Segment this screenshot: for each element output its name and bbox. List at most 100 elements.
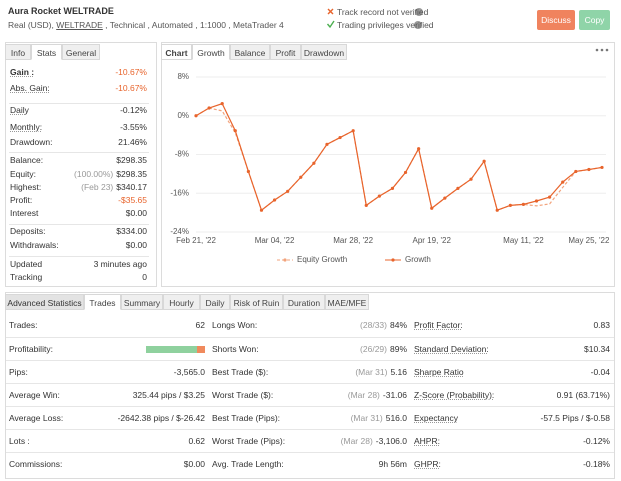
profitability-loss	[197, 346, 205, 353]
adv-row: Worst Trade (Pips): (Mar 28) -3,106.0	[212, 435, 407, 447]
x-tick-label: May 25, '22	[568, 236, 610, 245]
adv-tab[interactable]: MAE/MFE	[325, 294, 369, 310]
adv-value-group: 325.44 pips / $3.25	[133, 389, 205, 401]
stat-row: Tracking 0	[10, 271, 147, 283]
stat-label: Updated	[10, 259, 43, 269]
adv-value: 0.83	[593, 320, 610, 330]
stat-label: Profit:	[10, 195, 33, 205]
adv-tab[interactable]: Summary	[121, 294, 163, 310]
adv-value: -3,565.0	[173, 367, 205, 377]
adv-tab[interactable]: Trades	[84, 294, 121, 310]
separator	[9, 103, 149, 104]
adv-note: (Mar 31)	[355, 367, 388, 377]
x-tick-label: May 11, '22	[503, 236, 544, 245]
copy-button[interactable]: Copy	[579, 10, 610, 30]
point	[233, 129, 237, 133]
adv-value-group: -0.04	[591, 366, 610, 378]
x-tick-label: Feb 21, '22	[176, 236, 216, 245]
adv-tab[interactable]: Daily	[200, 294, 230, 310]
stat-value-group: $0.00	[126, 207, 147, 219]
legend-dot	[391, 258, 395, 262]
adv-value: 62	[195, 320, 205, 330]
broker-link[interactable]: WELTRADE	[56, 20, 103, 30]
chart-tab[interactable]: Balance	[230, 44, 270, 60]
stat-value-group: 3 minutes ago	[94, 258, 147, 270]
point	[312, 161, 316, 165]
adv-label: Worst Trade ($):	[212, 390, 274, 400]
subtitle-text: Real (USD),	[8, 20, 57, 30]
separator	[6, 452, 614, 453]
chart-tab[interactable]: Profit	[270, 44, 301, 60]
adv-value-group: -2642.38 pips / $-26.42	[118, 412, 205, 424]
adv-value-group: (Mar 31) 5.16	[355, 366, 407, 378]
profitability-bar	[146, 346, 197, 353]
stat-row: Balance: $298.35	[10, 154, 147, 166]
stat-value-group: 21.46%	[118, 136, 147, 148]
adv-label: Pips:	[9, 367, 28, 377]
adv-row: Best Trade (Pips): (Mar 31) 516.0	[212, 412, 407, 424]
adv-row: Shorts Won: (26/29) 89%	[212, 343, 407, 355]
stat-value-group: -0.12%	[120, 104, 147, 116]
separator	[9, 256, 149, 257]
stat-value: -10.67%	[115, 83, 147, 93]
point	[548, 195, 552, 199]
verification-icons	[326, 8, 423, 29]
chart-tab[interactable]: Drawdown	[301, 44, 347, 60]
point	[364, 203, 368, 207]
stat-value: $340.17	[116, 182, 147, 192]
stat-label: Interest	[10, 208, 39, 218]
stat-value: 3 minutes ago	[93, 259, 147, 269]
stat-value: -0.12%	[120, 105, 147, 115]
stat-row: Interest $0.00	[10, 207, 147, 219]
point	[338, 135, 342, 140]
adv-note: (26/29)	[360, 344, 387, 354]
adv-value: 0.62	[188, 436, 205, 446]
adv-value: 84%	[389, 320, 407, 330]
info-tab[interactable]: General	[62, 44, 100, 60]
point	[259, 208, 264, 212]
x-tick-label: Apr 19, '22	[413, 236, 452, 245]
adv-value: -2642.38 pips / $-26.42	[117, 413, 205, 423]
adv-value: 0.91 (63.71%)	[556, 390, 610, 400]
point	[534, 199, 539, 203]
separator	[6, 429, 614, 430]
legend-label: Growth	[405, 255, 431, 264]
adv-tab[interactable]: Duration	[283, 294, 325, 310]
adv-row: GHPR: -0.18%	[414, 458, 610, 470]
adv-label: Profitability:	[9, 344, 53, 354]
more-menu[interactable]	[595, 47, 609, 53]
subtitle-text: , Technical , Automated , 1:1000 , MetaT…	[102, 20, 284, 30]
stat-value-group: 0	[142, 271, 147, 283]
separator	[6, 383, 614, 384]
adv-note: (Mar 31)	[350, 413, 383, 423]
chart-tab[interactable]: Growth	[192, 44, 230, 60]
stat-value-group: $0.00	[126, 239, 147, 251]
chart-tab[interactable]: Chart	[161, 44, 192, 60]
adv-row: Average Win: 325.44 pips / $3.25	[9, 389, 205, 401]
point	[194, 114, 198, 118]
adv-row: Pips: -3,565.0	[9, 366, 205, 378]
discuss-button[interactable]: Discuss	[537, 10, 575, 30]
adv-tab[interactable]: Advanced Statistics	[5, 294, 84, 310]
adv-value-group: 62	[196, 319, 205, 331]
adv-note: (Mar 28)	[347, 390, 380, 400]
adv-label: Best Trade ($):	[212, 367, 269, 377]
adv-tab[interactable]: Risk of Ruin	[230, 294, 283, 310]
point	[351, 129, 355, 133]
adv-value-group: (Mar 28) -3,106.0	[341, 435, 407, 447]
stat-row: Withdrawals: $0.00	[10, 239, 147, 251]
adv-row: Profit Factor: 0.83	[414, 319, 610, 331]
title: Aura Rocket WELTRADE	[8, 6, 114, 16]
adv-tab[interactable]: Hourly	[163, 294, 200, 310]
info-tab[interactable]: Stats	[31, 44, 62, 60]
adv-value: -57.5 Pips / $-0.58	[540, 413, 610, 423]
stat-label: Drawdown:	[10, 137, 53, 147]
adv-value: -31.06	[382, 390, 407, 400]
stat-value-group: $334.00	[116, 225, 147, 237]
stat-row: Highest: (Feb 23) $340.17	[10, 181, 147, 193]
stat-value: 21.46%	[118, 137, 147, 147]
verification: Trading privileges verified	[337, 20, 434, 30]
info-tab[interactable]: Info	[5, 44, 31, 60]
stat-note: (Feb 23)	[81, 182, 114, 192]
stat-value: -$35.65	[118, 195, 147, 205]
